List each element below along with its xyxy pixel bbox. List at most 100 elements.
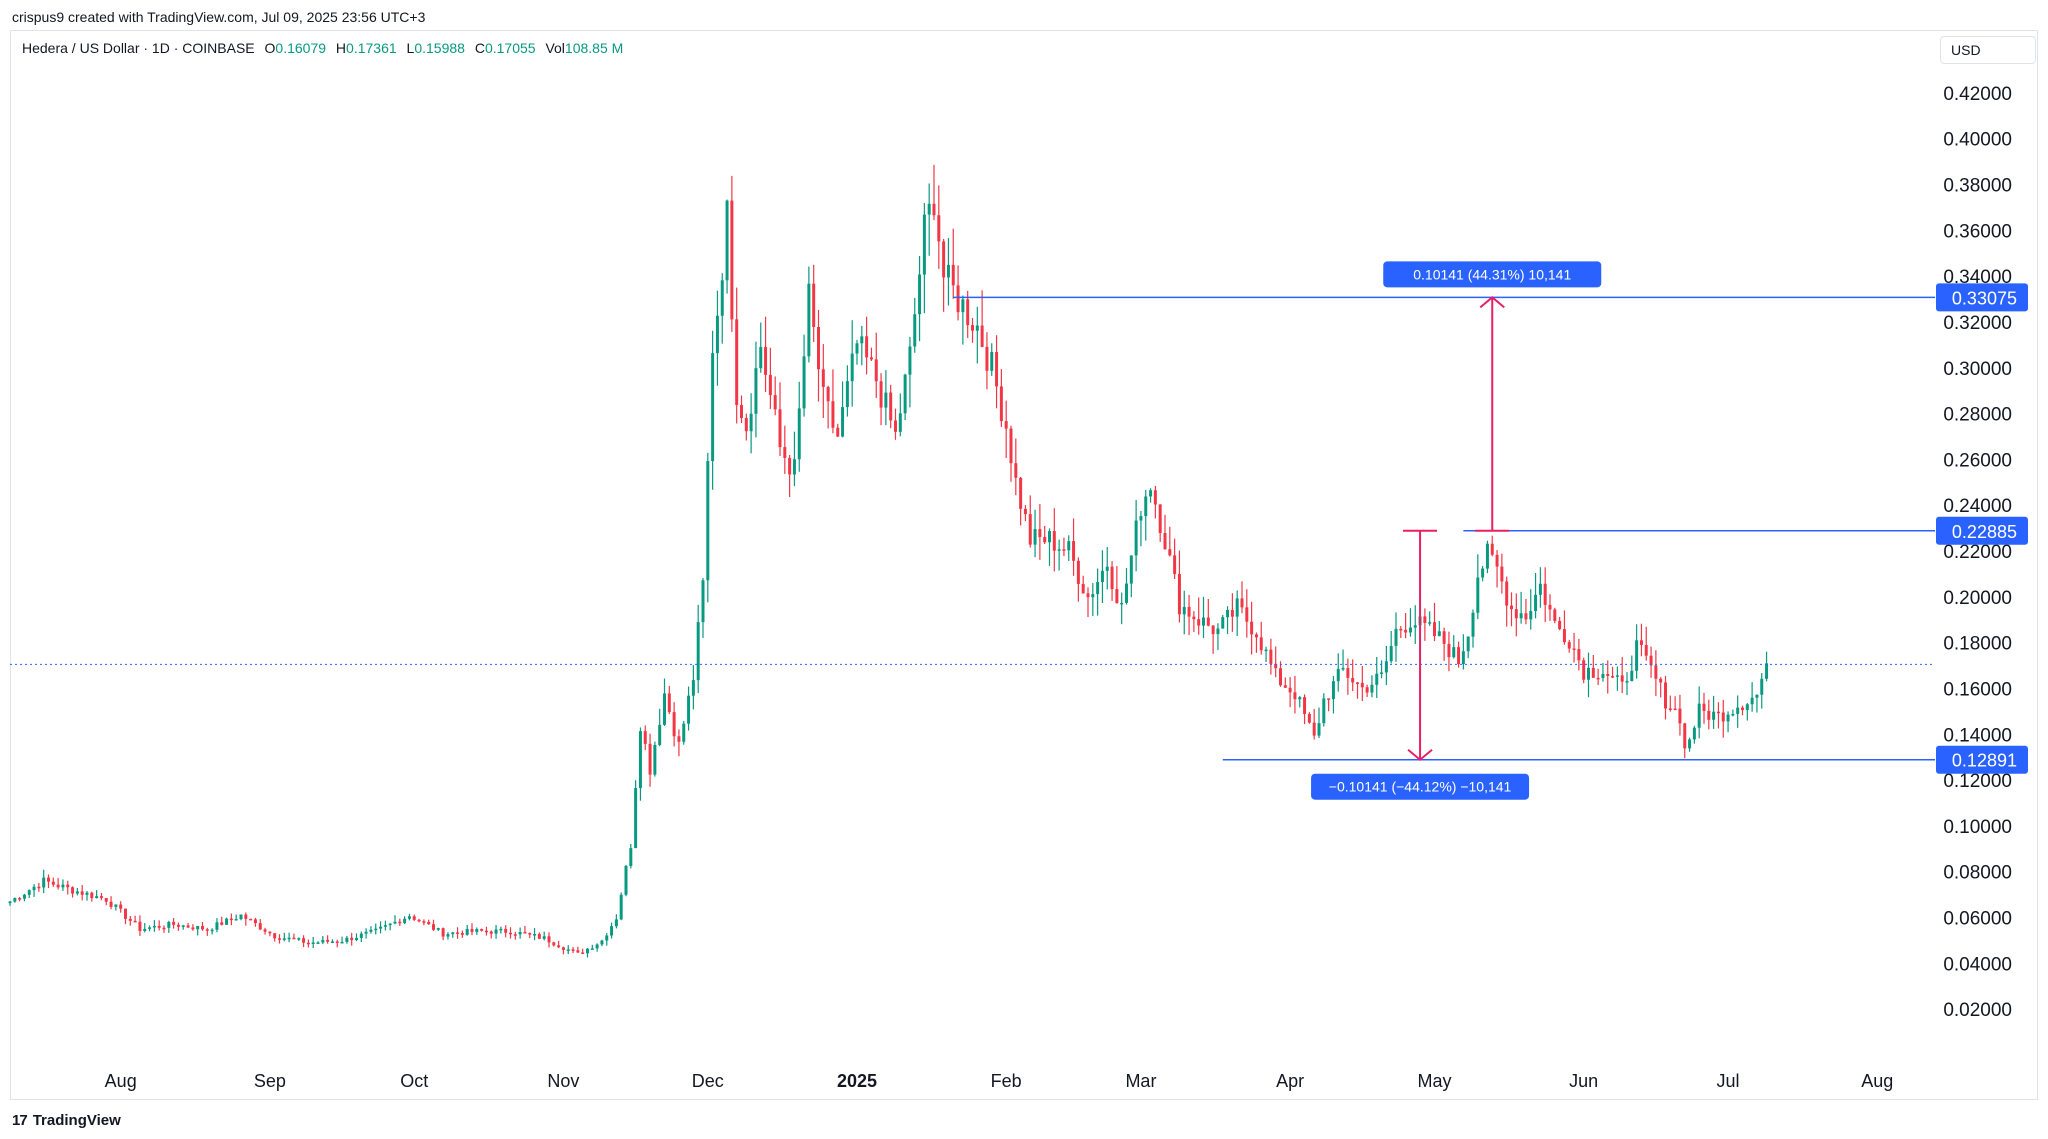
candle-body — [66, 884, 70, 888]
candle-body — [292, 937, 296, 940]
candle-body — [1283, 685, 1287, 688]
candle-body — [643, 731, 647, 744]
candle-body — [1654, 665, 1658, 679]
candle-body — [966, 299, 970, 326]
candle-body — [1240, 598, 1244, 608]
candle-body — [210, 929, 214, 932]
candle-body — [884, 392, 888, 408]
candle-body — [475, 928, 479, 932]
candle-body — [513, 934, 517, 936]
candle-body — [138, 921, 142, 931]
candle-body — [1664, 682, 1667, 709]
candle-body — [1274, 663, 1278, 669]
y-tick-label: 0.24000 — [1943, 496, 2012, 517]
y-tick-label: 0.38000 — [1943, 176, 2012, 197]
candle-body — [1375, 673, 1379, 685]
candle-body — [576, 950, 580, 953]
candle-body — [80, 891, 84, 895]
currency-selector[interactable]: USD — [1940, 36, 2036, 64]
high-label: H — [335, 40, 347, 56]
candle-body — [1476, 577, 1480, 613]
candle-body — [937, 215, 941, 242]
candle-body — [484, 930, 488, 933]
candle-body — [980, 325, 984, 347]
candle-body — [436, 928, 440, 930]
candle-body — [90, 892, 94, 899]
candle-body — [1173, 555, 1177, 575]
candle-body — [1125, 583, 1128, 603]
candle-body — [1086, 593, 1090, 598]
x-tick-label: Sep — [254, 1071, 286, 1091]
y-tick-label: 0.28000 — [1943, 405, 2012, 426]
candle-body — [1702, 703, 1706, 711]
candle-body — [1067, 541, 1071, 551]
tradingview-brand[interactable]: 17 TradingView — [12, 1112, 121, 1129]
candle-body — [71, 887, 75, 894]
candle-body — [1688, 739, 1692, 749]
candle-body — [1009, 428, 1013, 464]
candle-body — [157, 925, 161, 928]
candle-body — [995, 352, 999, 387]
candle-body — [836, 427, 840, 437]
symbol-name: Hedera / US Dollar · 1D · COINBASE — [22, 40, 255, 56]
candle-body — [1625, 681, 1629, 683]
candle-body — [47, 877, 50, 882]
candle-body — [1413, 625, 1417, 628]
candle-body — [1490, 543, 1494, 555]
candle-body — [764, 347, 768, 375]
candle-body — [1288, 687, 1292, 693]
x-tick-label: Aug — [1861, 1071, 1893, 1091]
candle-body — [1572, 648, 1576, 651]
candle-body — [1327, 698, 1331, 700]
candle-body — [456, 932, 460, 934]
candle-body — [1529, 611, 1533, 620]
candle-body — [133, 920, 137, 923]
x-tick-label: Apr — [1276, 1071, 1304, 1091]
candle-body — [951, 264, 955, 286]
candle-body — [1562, 629, 1566, 643]
candle-body — [1192, 616, 1196, 620]
candle-body — [124, 908, 127, 919]
candle-body — [1466, 636, 1470, 652]
candle-body — [321, 939, 325, 943]
measure-tools: 0.10141 (44.31%) 10,141 −0.10141 (−44.12%… — [1311, 261, 1602, 800]
candle-body — [99, 896, 103, 899]
candle-body — [1741, 707, 1744, 711]
tradingview-logo-icon: 17 — [12, 1112, 28, 1129]
high-value: 0.17361 — [346, 40, 397, 56]
y-tick-label: 0.36000 — [1943, 221, 2012, 242]
candle-body — [831, 401, 835, 428]
candle-body — [1582, 660, 1586, 680]
candle-body — [1322, 698, 1326, 724]
candle-body — [480, 928, 484, 931]
candle-body — [287, 937, 291, 940]
candle-body — [330, 941, 334, 943]
candle-body — [999, 386, 1003, 422]
candle-body — [629, 848, 633, 866]
candle-body — [946, 264, 950, 278]
candle-body — [393, 921, 397, 924]
candle-body — [913, 314, 917, 347]
candle-body — [860, 336, 864, 344]
candle-body — [407, 916, 411, 919]
candle-body — [220, 922, 224, 925]
candle-body — [215, 922, 219, 930]
candle-body — [1765, 663, 1769, 679]
candle-body — [470, 928, 474, 932]
candle-body — [1404, 629, 1408, 633]
candle-body — [942, 241, 946, 278]
candle-body — [412, 916, 416, 920]
candle-body — [898, 413, 902, 432]
candle-body — [682, 723, 686, 742]
candle-body — [605, 935, 609, 941]
candle-body — [624, 865, 628, 895]
candle-body — [1351, 677, 1355, 683]
candle-body — [672, 712, 676, 737]
candle-body — [109, 901, 113, 907]
candle-body — [1620, 675, 1624, 682]
candle-body — [812, 283, 816, 328]
candle-body — [1307, 713, 1311, 723]
candle-body — [759, 347, 763, 369]
candle-body — [1673, 708, 1677, 711]
